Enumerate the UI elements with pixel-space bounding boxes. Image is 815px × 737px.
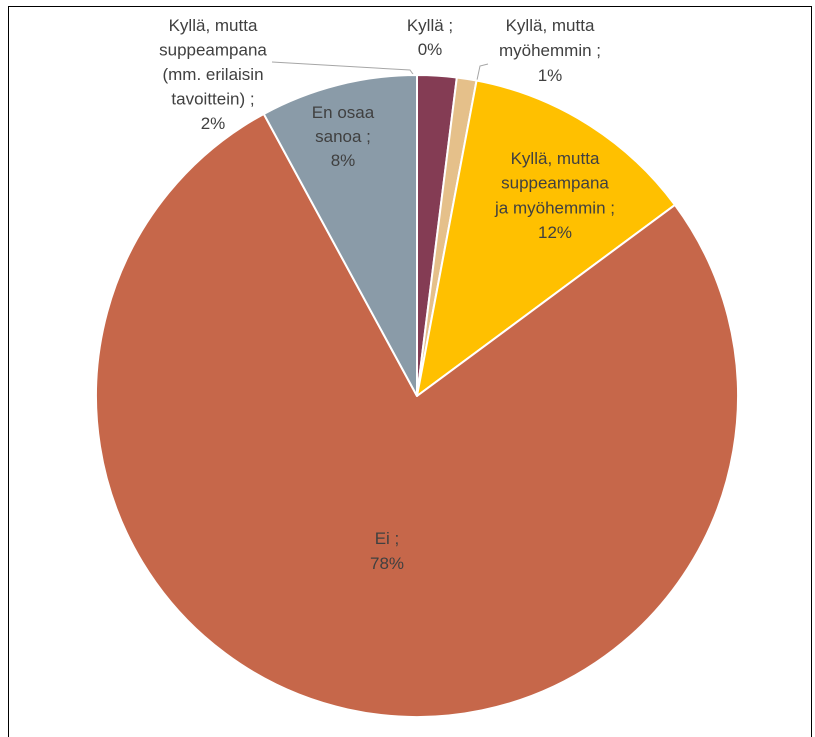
slice-value-label: 78% bbox=[370, 554, 404, 573]
slice-label: Kyllä ; bbox=[407, 16, 453, 35]
slice-label: Kyllä, mutta suppeampana ja myöhemmin ; bbox=[494, 149, 615, 217]
slice-value-label: 8% bbox=[331, 151, 356, 170]
slice-label: Kyllä, mutta myöhemmin ; bbox=[499, 16, 601, 60]
slice-value-label: 12% bbox=[538, 223, 572, 242]
slice-label: Ei ; bbox=[375, 529, 400, 548]
pie-slice bbox=[416, 79, 676, 397]
leader-line bbox=[476, 63, 489, 81]
slice-value-label: 1% bbox=[538, 66, 563, 85]
pie-slice bbox=[262, 74, 418, 397]
slice-value-label: 2% bbox=[201, 114, 226, 133]
slice-label: Kyllä, mutta suppeampana (mm. erilaisin tav… bbox=[159, 16, 267, 109]
slice-value-label: 0% bbox=[418, 40, 443, 59]
pie-slice bbox=[95, 112, 739, 718]
slice-label: En osaa sanoa ; bbox=[312, 103, 375, 146]
